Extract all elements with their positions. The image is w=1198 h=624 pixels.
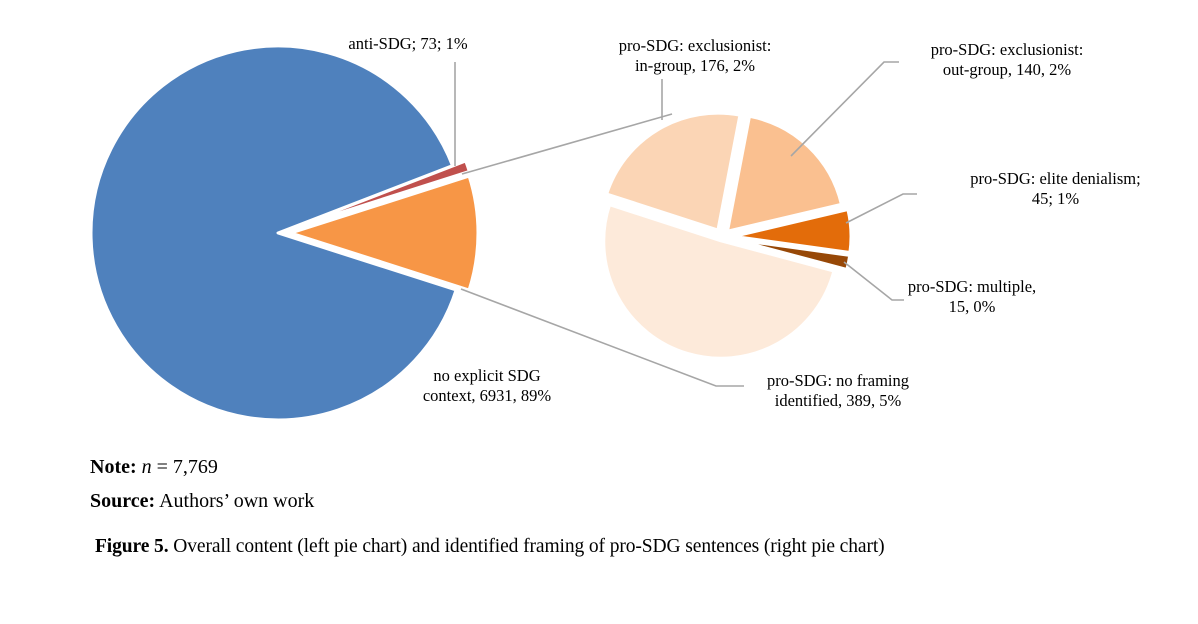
label-out-group-line1: pro-SDG: exclusionist:: [930, 40, 1084, 59]
note-value: = 7,769: [156, 456, 218, 478]
label-in-group-line2: in-group, 176, 2%: [634, 56, 756, 75]
right-pie: [602, 111, 853, 360]
right-pie-slice-1: [726, 114, 843, 233]
figure-caption-number: Figure 5.: [95, 536, 169, 557]
figure-caption-text: Overall content (left pie chart) and ide…: [173, 536, 885, 557]
right-pie-slice-2: [732, 208, 853, 254]
label-no-explicit-line2: context, 6931, 89%: [422, 386, 552, 405]
label-multiple-line1: pro-SDG: multiple,: [907, 277, 1037, 296]
source-line: Source: Authors’ own work: [90, 490, 314, 513]
label-no-explicit-sdg: no explicit SDG context, 6931, 89%: [395, 366, 579, 406]
connector-line-bottom: [460, 288, 744, 387]
label-multiple-line2: 15, 0%: [948, 297, 996, 316]
label-no-framing-line2: identified, 389, 5%: [774, 391, 902, 410]
figure-caption: Figure 5. Overall content (left pie char…: [95, 536, 1185, 558]
label-out-group: pro-SDG: exclusionist: out-group, 140, 2…: [905, 40, 1109, 80]
label-elite-denialism: pro-SDG: elite denialism; 45; 1%: [918, 169, 1193, 209]
leader-line-elite: [845, 193, 917, 224]
note-line: Note: n = 7,769: [90, 456, 218, 479]
left-pie-slice-1: [289, 174, 480, 292]
label-no-framing: pro-SDG: no framing identified, 389, 5%: [740, 371, 936, 411]
source-label: Source:: [90, 490, 156, 512]
right-pie-slice-3: [732, 237, 852, 271]
label-no-explicit-line1: no explicit SDG: [433, 366, 541, 385]
leader-line-out-group: [790, 61, 899, 157]
label-elite-line2: 45; 1%: [1031, 189, 1080, 208]
right-pie-slice-0: [605, 111, 742, 232]
connector-line-top: [461, 113, 673, 175]
label-in-group: pro-SDG: exclusionist: in-group, 176, 2%: [597, 36, 793, 76]
right-pie-slice-4: [602, 203, 836, 360]
left-pie: [89, 44, 480, 422]
label-out-group-line2: out-group, 140, 2%: [942, 60, 1072, 79]
source-value: Authors’ own work: [159, 490, 315, 512]
note-n-symbol: n: [141, 456, 152, 478]
label-anti-sdg-line1: anti-SDG; 73; 1%: [348, 34, 468, 53]
left-pie-slice-2: [89, 44, 458, 422]
label-multiple: pro-SDG: multiple, 15, 0%: [882, 277, 1062, 317]
pie-charts-canvas: [89, 44, 917, 422]
label-in-group-line1: pro-SDG: exclusionist:: [618, 36, 772, 55]
leader-line-multiple: [843, 261, 904, 301]
label-anti-sdg: anti-SDG; 73; 1%: [300, 34, 516, 54]
label-elite-line1: pro-SDG: elite denialism;: [970, 169, 1141, 188]
note-label: Note:: [90, 456, 137, 478]
label-no-framing-line1: pro-SDG: no framing: [766, 371, 910, 390]
